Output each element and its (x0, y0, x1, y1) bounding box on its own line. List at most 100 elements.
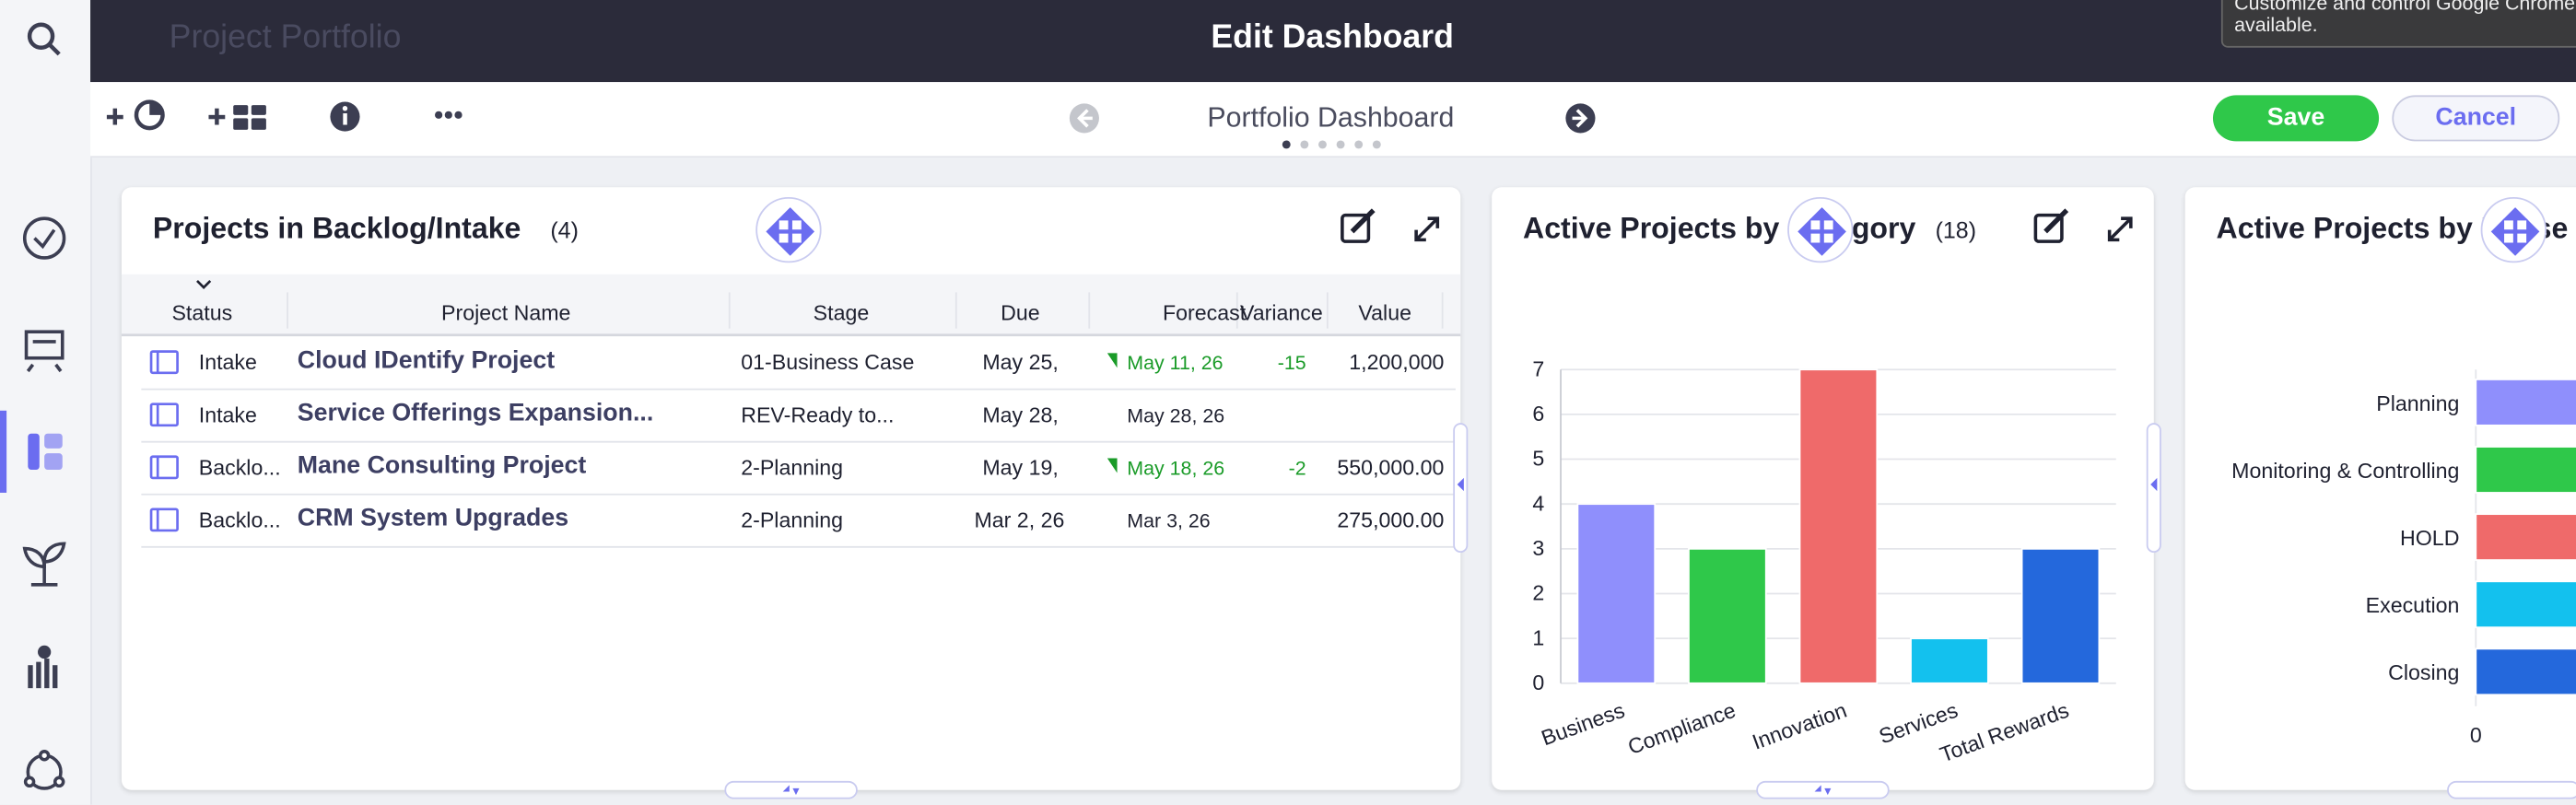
status-cell: Backlo... (198, 454, 281, 480)
toolbar-icons (106, 99, 463, 132)
status-cell: Intake (198, 402, 257, 427)
nav (1069, 103, 1596, 149)
icon-frame (149, 455, 179, 480)
due-cell: May 19, (982, 454, 1059, 480)
y-tick-label: 5 (1532, 447, 1544, 471)
widget-count: (18) (1935, 216, 1977, 243)
bar (1910, 637, 1989, 684)
project-icon (149, 402, 179, 427)
info-button[interactable] (330, 101, 360, 132)
move-icon (1797, 207, 1846, 256)
edit-icon-box (2033, 213, 2064, 243)
resize-arrow (792, 788, 800, 796)
bar (1688, 547, 1767, 684)
expand-icon[interactable] (1414, 216, 1440, 242)
y-tick-label: 7 (1532, 356, 1544, 380)
y-tick-label: 2 (1532, 581, 1544, 605)
icon-frame (149, 402, 179, 427)
side-arrow (1457, 477, 1464, 492)
edit-icon[interactable] (2033, 208, 2069, 243)
expand-arrow (1427, 216, 1440, 228)
move-handle[interactable] (755, 196, 822, 263)
widget-title: Projects in Backlog/Intake (152, 212, 521, 245)
forecast-flag (1107, 353, 1118, 368)
save-button[interactable]: Save (2212, 95, 2380, 142)
add-widget-button[interactable] (106, 99, 165, 131)
header-bar: Project Portfolio Edit Dashboard (90, 0, 2576, 83)
move-icon (2490, 207, 2540, 256)
project-name-cell[interactable]: CRM System Upgrades (297, 504, 569, 532)
column-header: Stage (813, 300, 870, 326)
expand-line (1414, 216, 1439, 241)
bar (1576, 503, 1657, 684)
due-cell: May 25, (982, 349, 1059, 375)
page-dots[interactable] (1282, 140, 1381, 149)
edit-icon[interactable] (1341, 208, 1376, 243)
widget-count: (4) (550, 216, 579, 243)
x-tick-label: 0 (2470, 723, 2482, 747)
board-icon[interactable] (24, 330, 64, 373)
value-cell: 550,000.00 (1337, 454, 1445, 480)
resources-icon[interactable] (28, 645, 58, 689)
x-tick-label: Business (1538, 698, 1627, 751)
project-name-cell[interactable]: Service Offerings Expansion... (297, 399, 654, 427)
bar (2475, 446, 2576, 494)
x-tick-label: Innovation (1749, 698, 1849, 754)
resize-arrow (1824, 788, 1832, 796)
x-tick-label: Compliance (1624, 698, 1739, 759)
forecast-cell: May 28, 26 (1127, 403, 1225, 427)
resize-handle (1756, 780, 1890, 799)
project-icon (149, 455, 179, 480)
more-button[interactable] (435, 111, 463, 119)
y-tick-label: Planning (2376, 391, 2459, 415)
bar (2475, 513, 2576, 561)
y-tick-label: Execution (2366, 593, 2460, 617)
page-title: Edit Dashboard (1211, 19, 1454, 56)
y-tick-label: 1 (1532, 625, 1544, 649)
tasks-icon[interactable] (22, 216, 66, 260)
stage-cell: REV-Ready to... (741, 402, 895, 427)
sidebar (0, 0, 92, 805)
stage-cell: 2-Planning (741, 454, 844, 480)
edit-icon-pen (2043, 208, 2069, 234)
app-title: Project Portfolio (169, 19, 402, 56)
add-layout-button[interactable] (208, 105, 266, 130)
variance-cell: -15 (1277, 351, 1306, 375)
next-dashboard[interactable] (1565, 103, 1596, 134)
variance-cell: -2 (1288, 456, 1306, 480)
widget-title: Active Projects by Category (1523, 212, 1916, 245)
column-header: Status (171, 300, 233, 326)
forecast-cell: May 11, 26 (1127, 351, 1224, 375)
project-icon (149, 350, 179, 375)
forecast-cell: Mar 3, 26 (1127, 508, 1211, 532)
project-name-cell[interactable]: Cloud IDentify Project (297, 346, 556, 375)
side-arrow (2150, 477, 2158, 492)
y-tick-label: 0 (1532, 671, 1544, 694)
expand-arrow (2107, 229, 2120, 242)
bar (1798, 368, 1879, 684)
move-icon (766, 207, 815, 256)
cancel-button[interactable]: Cancel (2392, 95, 2560, 142)
value-cell: 1,200,000 (1349, 349, 1445, 375)
expand-icon[interactable] (2107, 216, 2133, 242)
move-handle[interactable] (2480, 196, 2547, 263)
forecast-flag (1107, 458, 1118, 473)
icon-frame (149, 508, 179, 532)
project-name-cell[interactable]: Mane Consulting Project (297, 451, 587, 480)
bar (2475, 580, 2576, 629)
prev-dashboard[interactable] (1069, 103, 1099, 134)
column-header: Value (1358, 300, 1412, 326)
move-handle[interactable] (1787, 196, 1854, 263)
dashboard-icon[interactable] (28, 433, 63, 470)
search-icon[interactable] (27, 22, 61, 56)
tooltip-line: Customize and control Google Chrome (2234, 0, 2576, 16)
tooltip: Customize and control Google Chrome avai… (2220, 0, 2576, 48)
portfolio-icon[interactable] (23, 750, 65, 790)
growth-icon[interactable] (22, 542, 66, 587)
column-header: Variance (1240, 300, 1323, 326)
bar (2475, 379, 2576, 426)
column-header: Due (1001, 300, 1040, 326)
